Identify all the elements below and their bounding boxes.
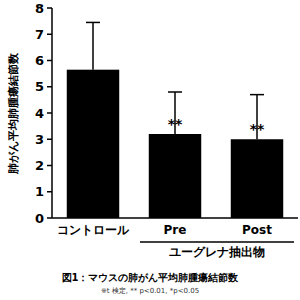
- y-tick: [47, 217, 52, 219]
- error-bar: [250, 95, 264, 140]
- y-tick-label: 8: [35, 1, 44, 16]
- y-tick-label: 6: [35, 53, 44, 68]
- x-tick-label: Pre: [164, 223, 187, 237]
- error-bar: [86, 22, 100, 69]
- caption-note: ※t 検定, ** p<0.01, *p<0.05: [101, 287, 199, 295]
- error-cap: [168, 91, 182, 93]
- bar: [231, 139, 283, 218]
- y-tick-label: 3: [35, 132, 44, 147]
- error-line: [92, 22, 94, 69]
- x-tick-label: コントロール: [57, 223, 130, 237]
- y-tick: [47, 112, 52, 114]
- significance-mark: **: [168, 116, 183, 132]
- bar: [67, 70, 119, 218]
- y-tick-label: 2: [35, 158, 44, 173]
- y-tick-label: 7: [35, 27, 44, 42]
- significance-mark: **: [250, 121, 265, 137]
- y-tick-label: 0: [35, 211, 44, 226]
- y-tick: [47, 139, 52, 141]
- y-tick-label: 4: [35, 106, 44, 121]
- error-cap: [250, 94, 264, 96]
- y-tick: [47, 86, 52, 88]
- bar: [149, 134, 201, 218]
- y-tick: [47, 191, 52, 193]
- y-tick: [47, 7, 52, 9]
- bars: [67, 22, 283, 218]
- y-tick: [47, 34, 52, 36]
- y-tick-label: 1: [35, 184, 44, 199]
- x-tick-label: Post: [242, 223, 272, 237]
- chart: 0 1 2 3 4 5 6 7 8 肺がん平均肺腫瘍結節数コントロール Pre Post ** ** ユーグ…: [0, 0, 300, 300]
- group-bracket: [140, 241, 294, 243]
- y-axis-label: 肺がん平均肺腫瘍結節数: [7, 52, 20, 175]
- y-tick: [47, 165, 52, 167]
- y-tick: [47, 60, 52, 62]
- caption-title: 図1：マウスの肺がん平均肺腫瘍結節数: [62, 272, 240, 283]
- y-tick-label: 5: [35, 79, 44, 94]
- group-label: ユーグレナ抽出物: [169, 245, 265, 259]
- error-cap: [86, 22, 100, 24]
- error-bar: [168, 92, 182, 134]
